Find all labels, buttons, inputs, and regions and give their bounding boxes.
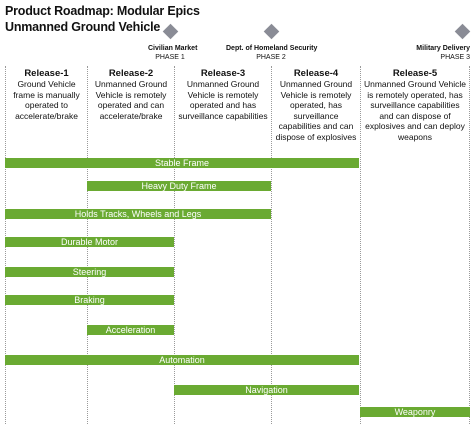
milestone-phase: PHASE 3 bbox=[440, 54, 470, 61]
epic-bar-heavy-duty-frame[interactable]: Heavy Duty Frame bbox=[87, 181, 271, 191]
release-description: Unmanned Ground Vehicle is remotely oper… bbox=[363, 79, 467, 142]
milestone-phase: PHASE 2 bbox=[256, 54, 286, 61]
epic-bar-durable-motor[interactable]: Durable Motor bbox=[5, 237, 174, 247]
release-description: Ground Vehicle frame is manually operate… bbox=[13, 79, 80, 121]
epic-bar-braking[interactable]: Braking bbox=[5, 295, 174, 305]
release-name: Release-5 bbox=[392, 68, 438, 79]
page-title: Product Roadmap: Modular Epics Unmanned … bbox=[5, 3, 200, 35]
epic-bar-automation[interactable]: Automation bbox=[5, 355, 359, 365]
epic-bar-holds-tracks[interactable]: Holds Tracks, Wheels and Legs bbox=[5, 209, 271, 219]
release-name: Release-3 bbox=[200, 68, 246, 79]
milestone-civilian-market[interactable]: Civilian Market PHASE 1 bbox=[148, 23, 198, 62]
title-line-1: Product Roadmap: Modular Epics bbox=[5, 4, 200, 18]
release-name: Release-4 bbox=[293, 68, 339, 79]
epic-bar-stable-frame[interactable]: Stable Frame bbox=[5, 158, 359, 168]
milestone-homeland-security[interactable]: Dept. of Homeland Security PHASE 2 bbox=[226, 23, 318, 62]
milestone-military-delivery[interactable]: Military Delivery PHASE 3 bbox=[400, 23, 471, 62]
milestone-name: Civilian Market bbox=[148, 45, 198, 52]
release-description: Unmanned Ground Vehicle is remotely oper… bbox=[178, 79, 268, 121]
milestone-diamond-icon bbox=[454, 23, 471, 40]
release-description: Unmanned Ground Vehicle is remotely oper… bbox=[94, 79, 168, 121]
release-description: Unmanned Ground Vehicle is remotely oper… bbox=[275, 79, 357, 142]
release-column-5: Release-5 Unmanned Ground Vehicle is rem… bbox=[360, 66, 470, 424]
milestone-name: Military Delivery bbox=[416, 45, 470, 52]
milestone-diamond-icon bbox=[263, 23, 279, 40]
release-name: Release-1 bbox=[24, 68, 69, 79]
title-line-2: Unmanned Ground Vehicle bbox=[5, 20, 161, 34]
milestone-diamond-icon bbox=[162, 23, 178, 40]
release-name: Release-2 bbox=[108, 68, 154, 79]
epic-bar-weaponry[interactable]: Weaponry bbox=[360, 407, 470, 417]
milestone-phase: PHASE 1 bbox=[155, 54, 185, 61]
epic-bar-navigation[interactable]: Navigation bbox=[174, 385, 359, 395]
epic-bar-steering[interactable]: Steering bbox=[5, 267, 174, 277]
release-column-4: Release-4 Unmanned Ground Vehicle is rem… bbox=[271, 66, 360, 424]
release-column-3: Release-3 Unmanned Ground Vehicle is rem… bbox=[174, 66, 271, 424]
milestone-name: Dept. of Homeland Security bbox=[226, 45, 318, 52]
epic-bar-acceleration[interactable]: Acceleration bbox=[87, 325, 174, 335]
